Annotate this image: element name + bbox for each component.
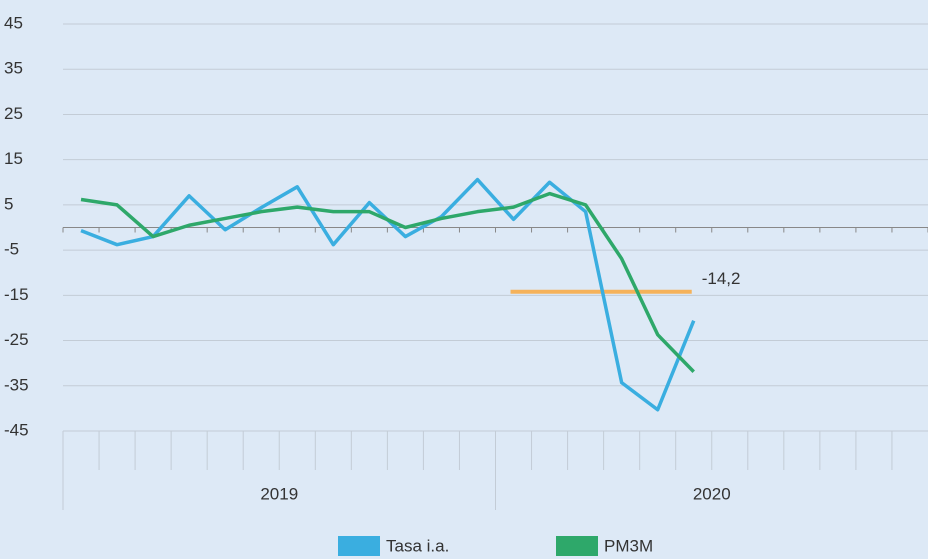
series-line: [80, 191, 695, 373]
y-tick-label: 5: [4, 194, 13, 213]
year-label: 2019: [260, 484, 298, 503]
legend-swatch: [556, 536, 598, 556]
y-tick-label: -35: [4, 375, 29, 394]
y-tick-label: 35: [4, 59, 23, 78]
legend-label: PM3M: [604, 536, 653, 555]
y-tick-label: -25: [4, 330, 29, 349]
y-tick-label: 15: [4, 149, 23, 168]
y-tick-label: 25: [4, 104, 23, 123]
y-tick-label: 45: [4, 13, 23, 32]
y-tick-label: -15: [4, 285, 29, 304]
year-label: 2020: [693, 484, 731, 503]
legend-label: Tasa i.a.: [386, 536, 449, 555]
legend-swatch: [338, 536, 380, 556]
reference-label: -14,2: [702, 269, 741, 288]
y-tick-label: -5: [4, 240, 19, 259]
series-line: [80, 177, 696, 412]
y-tick-label: -45: [4, 420, 29, 439]
